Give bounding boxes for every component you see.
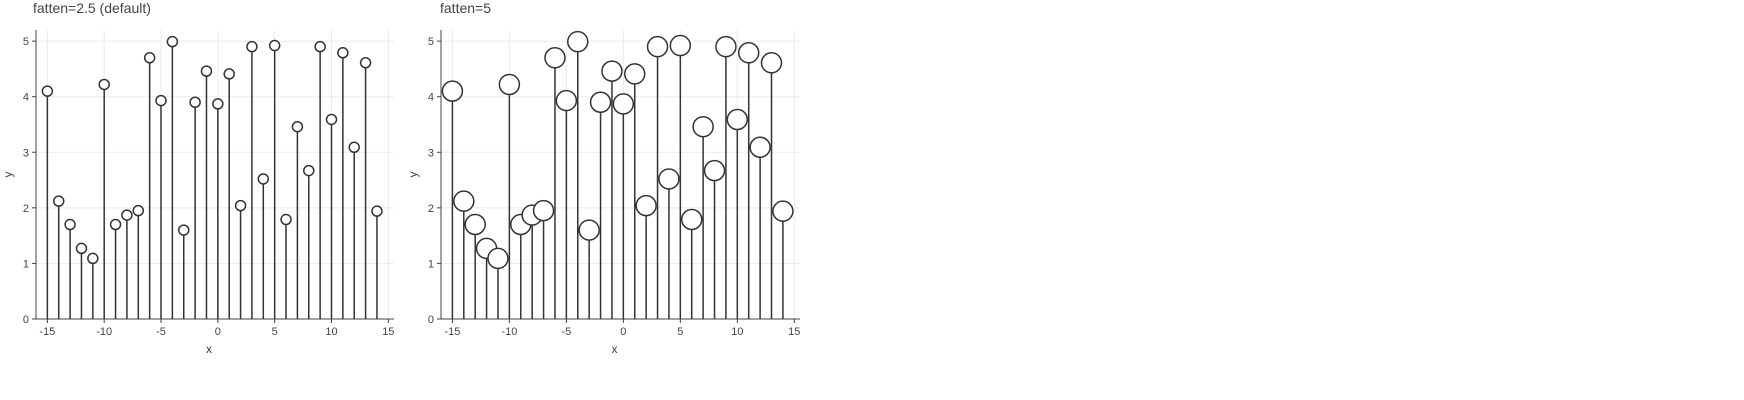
lollipop-point [280,213,292,226]
lollipop-point [314,40,326,53]
y-axis-title: y [406,172,420,178]
y-tick-label: 5 [428,36,434,48]
x-tick-label: -5 [156,326,166,338]
y-tick-label: 3 [428,147,434,159]
lollipop-point [257,173,270,185]
lollipop-point [589,91,612,113]
lollipop-point [646,35,669,58]
lollipop-point [325,113,338,126]
lollipop-point [715,35,737,58]
x-tick-label: 5 [677,326,683,338]
lollipop-point [189,96,201,108]
x-tick-label: 15 [788,326,800,338]
y-tick-label: 1 [428,258,434,270]
lollipop-point [166,35,179,48]
lollipop-point [234,199,247,212]
lollipop-point [87,252,99,265]
x-tick-label: 15 [382,326,394,338]
x-tick-label: 0 [620,326,626,338]
lollipop-point [487,247,509,270]
lollipop-point [223,68,235,80]
x-axis-title: x [206,342,212,356]
lollipop-point [737,42,760,64]
lollipop-point [544,47,566,69]
lollipop-point [623,63,646,85]
x-tick-label: 10 [325,326,337,338]
y-tick-label: 4 [428,92,434,104]
lollipop-point [749,136,771,159]
lollipop-point [291,120,304,133]
lollipop-point [75,242,88,255]
stems [46,41,378,319]
lollipop-point [98,78,110,91]
x-axis-title: x [612,342,618,356]
lollipop-point [692,115,714,138]
lollipop-point [441,80,464,102]
chart-title: fatten=2.5 (default) [33,0,151,16]
y-tick-label: 3 [23,147,29,159]
chart-panel-1: fatten=2.5 (default) 0 1 2 3 4 5 -15 -10 -5 0 5 10 15… [1,0,394,356]
lollipop-point [246,40,258,53]
lollipop-point [348,141,360,154]
lollipop-point [52,195,65,207]
y-tick-label: 4 [23,92,29,104]
lollipop-point [41,85,54,97]
x-tick-label: 10 [731,326,743,338]
lollipop-point [132,204,145,217]
lollipop-point [303,164,315,177]
gridlines [36,30,394,320]
lollipop-point [498,73,521,96]
stems [451,41,784,319]
y-tick-label: 0 [23,314,29,326]
x-tick-label: -5 [561,326,571,338]
lollipop-point [177,224,190,236]
x-tick-label: -10 [96,326,112,338]
chart-panel-2: fatten=5 0 1 2 3 4 5 -15 -10 -5 0 5 10 15 x y [406,0,800,356]
lollipop-point [268,39,281,52]
lollipop-point [680,208,703,231]
lollipop-point [337,47,349,59]
y-tick-label: 2 [23,203,29,215]
lollipop-point [567,30,589,53]
lollipop-point [212,98,224,110]
lollipop-point [155,94,167,107]
lollipop-point [703,159,726,182]
lollipop-point [772,200,794,222]
y-axis-title: y [1,172,15,178]
lollipop-point [635,194,657,217]
lollipop-point [200,65,213,77]
y-tick-label: 5 [23,36,29,48]
y-tick-label: 1 [23,258,29,270]
lollipop-point [359,57,372,69]
x-tick-label: 0 [215,326,221,338]
x-tick-label: -15 [39,326,55,338]
chart-title: fatten=5 [440,0,491,16]
lollipop-point [612,93,635,115]
lollipop-point [464,213,486,236]
y-tick-label: 2 [428,203,434,215]
y-tick-label: 0 [428,314,434,326]
lollipop-point [726,108,749,131]
lollipop-point [64,218,76,231]
lollipop-point [669,34,692,57]
lollipop-point [371,205,383,217]
lollipop-point [601,60,623,82]
lollipop-point [121,209,133,221]
lollipop-point [578,219,600,241]
markers [41,35,383,265]
lollipop-point [143,52,156,64]
lollipop-point [532,199,555,222]
markers [441,30,794,270]
lollipop-point [453,190,475,212]
lollipop-point [555,89,578,112]
x-tick-label: -15 [444,326,460,338]
lollipop-point [109,218,122,231]
lollipop-point [658,168,680,190]
x-tick-label: 5 [272,326,278,338]
x-tick-label: -10 [501,326,517,338]
lollipop-point [760,52,783,74]
